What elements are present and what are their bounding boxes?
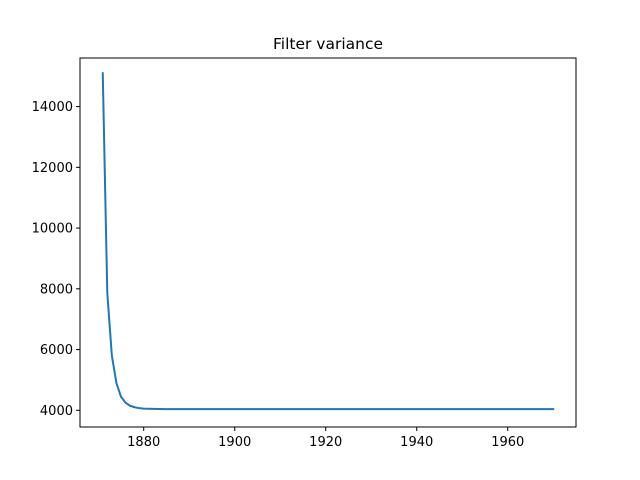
y-axis: 4000 6000 8000 10000 12000 14000 — [32, 100, 80, 419]
y-tick-label: 14000 — [32, 100, 73, 115]
x-tick-label: 1900 — [218, 435, 251, 450]
x-tick-label: 1880 — [127, 435, 160, 450]
chart-title: Filter variance — [273, 35, 383, 53]
y-tick-label: 6000 — [40, 343, 73, 358]
series-line — [101, 72, 555, 411]
series-group — [101, 72, 555, 411]
x-axis: 1880 1900 1920 1940 1960 — [127, 427, 524, 450]
y-tick-label: 10000 — [32, 222, 73, 237]
y-tick-label: 4000 — [40, 404, 73, 419]
x-tick-label: 1960 — [491, 435, 524, 450]
y-tick-label: 12000 — [32, 161, 73, 176]
plot-frame — [79, 57, 577, 428]
y-tick-label: 8000 — [40, 282, 73, 297]
x-tick-label: 1940 — [400, 435, 433, 450]
x-tick-label: 1920 — [309, 435, 342, 450]
